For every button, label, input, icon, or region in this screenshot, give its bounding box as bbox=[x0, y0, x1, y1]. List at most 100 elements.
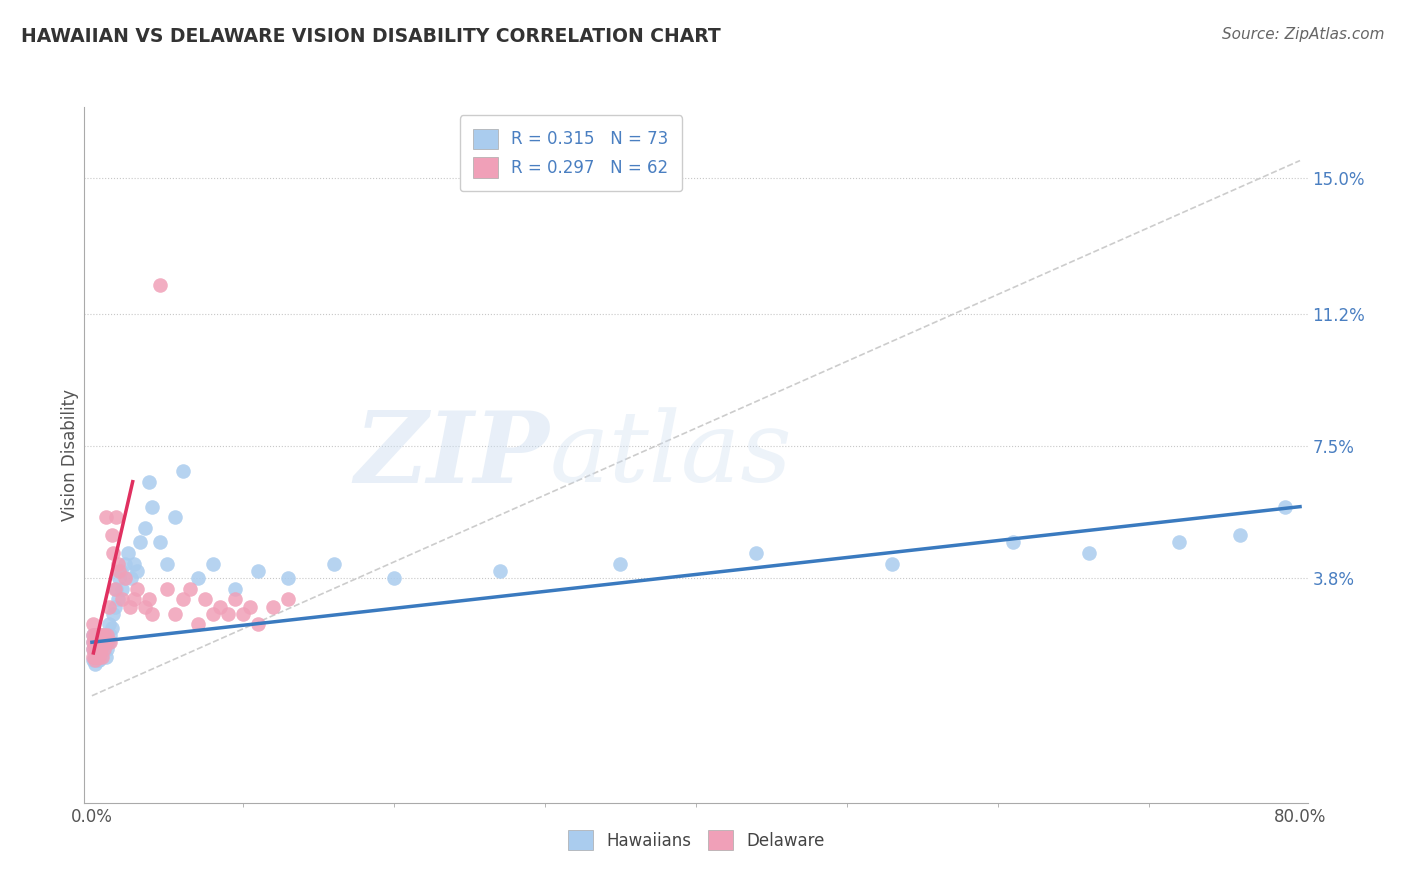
Point bbox=[138, 475, 160, 489]
Point bbox=[94, 635, 117, 649]
Point bbox=[84, 642, 107, 657]
Point bbox=[224, 592, 246, 607]
Point bbox=[96, 642, 118, 657]
Point bbox=[90, 642, 112, 657]
Point bbox=[89, 653, 111, 667]
Point bbox=[149, 278, 172, 293]
Point bbox=[110, 564, 132, 578]
Point bbox=[86, 649, 108, 664]
Point bbox=[82, 635, 104, 649]
Point bbox=[172, 464, 194, 478]
Point bbox=[100, 621, 122, 635]
Point bbox=[882, 557, 904, 571]
Point bbox=[134, 599, 156, 614]
Point bbox=[93, 642, 115, 657]
Point bbox=[277, 571, 299, 585]
Point bbox=[209, 599, 232, 614]
Point bbox=[90, 628, 112, 642]
Point bbox=[114, 557, 136, 571]
Point bbox=[89, 639, 111, 653]
Point bbox=[86, 642, 108, 657]
Point bbox=[87, 653, 110, 667]
Point bbox=[127, 582, 149, 596]
Point bbox=[187, 571, 209, 585]
Point bbox=[94, 510, 117, 524]
Point bbox=[84, 628, 107, 642]
Point bbox=[84, 642, 107, 657]
Text: ZIP: ZIP bbox=[354, 407, 550, 503]
Point bbox=[86, 649, 108, 664]
Point bbox=[94, 649, 117, 664]
Point bbox=[86, 628, 108, 642]
Point bbox=[96, 635, 118, 649]
Point bbox=[82, 649, 104, 664]
Point bbox=[224, 582, 246, 596]
Point bbox=[277, 592, 299, 607]
Point bbox=[745, 546, 768, 560]
Point bbox=[1274, 500, 1296, 514]
Point bbox=[93, 642, 115, 657]
Point bbox=[122, 557, 145, 571]
Point bbox=[89, 632, 111, 646]
Point bbox=[93, 628, 115, 642]
Point bbox=[87, 635, 110, 649]
Point bbox=[107, 557, 129, 571]
Point bbox=[82, 642, 104, 657]
Point bbox=[87, 642, 110, 657]
Point bbox=[89, 628, 111, 642]
Point bbox=[201, 607, 224, 621]
Point bbox=[82, 617, 104, 632]
Point bbox=[82, 653, 104, 667]
Text: Source: ZipAtlas.com: Source: ZipAtlas.com bbox=[1222, 27, 1385, 42]
Point bbox=[322, 557, 344, 571]
Point bbox=[96, 628, 118, 642]
Point bbox=[91, 628, 114, 642]
Point bbox=[87, 635, 110, 649]
Point bbox=[609, 557, 631, 571]
Point bbox=[1077, 546, 1099, 560]
Point bbox=[382, 571, 405, 585]
Point bbox=[84, 649, 107, 664]
Point bbox=[108, 571, 131, 585]
Point bbox=[91, 646, 114, 660]
Legend: Hawaiians, Delaware: Hawaiians, Delaware bbox=[561, 823, 831, 857]
Point bbox=[97, 599, 120, 614]
Point bbox=[86, 635, 108, 649]
Point bbox=[98, 635, 121, 649]
Point bbox=[118, 599, 141, 614]
Point bbox=[129, 535, 152, 549]
Point bbox=[91, 635, 114, 649]
Point bbox=[86, 628, 108, 642]
Point bbox=[103, 599, 125, 614]
Point bbox=[97, 635, 120, 649]
Point bbox=[122, 592, 145, 607]
Point bbox=[82, 642, 104, 657]
Point bbox=[1229, 528, 1251, 542]
Point bbox=[108, 564, 131, 578]
Point bbox=[111, 592, 134, 607]
Point bbox=[163, 510, 186, 524]
Text: atlas: atlas bbox=[550, 408, 792, 502]
Point bbox=[232, 607, 254, 621]
Point bbox=[117, 546, 139, 560]
Point bbox=[86, 635, 108, 649]
Point bbox=[87, 649, 110, 664]
Point bbox=[1002, 535, 1025, 549]
Point bbox=[172, 592, 194, 607]
Point bbox=[111, 582, 134, 596]
Text: HAWAIIAN VS DELAWARE VISION DISABILITY CORRELATION CHART: HAWAIIAN VS DELAWARE VISION DISABILITY C… bbox=[21, 27, 721, 45]
Point bbox=[141, 500, 163, 514]
Point bbox=[1168, 535, 1191, 549]
Point bbox=[90, 642, 112, 657]
Point bbox=[179, 582, 201, 596]
Point bbox=[90, 635, 112, 649]
Point bbox=[247, 564, 270, 578]
Point bbox=[84, 653, 107, 667]
Point bbox=[84, 657, 107, 671]
Point bbox=[488, 564, 510, 578]
Point bbox=[98, 628, 121, 642]
Point bbox=[86, 642, 108, 657]
Point bbox=[105, 582, 128, 596]
Point bbox=[262, 599, 284, 614]
Point bbox=[97, 617, 120, 632]
